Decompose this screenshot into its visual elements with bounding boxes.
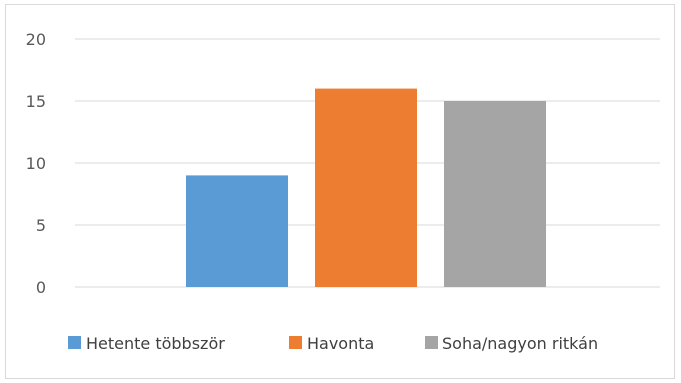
legend-label: Havonta — [307, 334, 374, 353]
legend-label: Soha/nagyon ritkán — [442, 334, 598, 353]
legend-swatch — [425, 336, 438, 349]
y-tick-label: 0 — [36, 278, 46, 297]
legend-label: Hetente többször — [86, 334, 225, 353]
legend-swatch — [289, 336, 302, 349]
legend-swatch — [68, 336, 81, 349]
bars — [186, 88, 546, 287]
legend: Hetente többször Havonta Soha/nagyon ritká… — [68, 334, 598, 353]
y-tick-label: 10 — [26, 154, 46, 173]
y-tick-label: 5 — [36, 216, 46, 235]
y-axis-ticks: 0 5 10 15 20 — [26, 30, 46, 297]
bar — [444, 101, 546, 287]
y-tick-label: 20 — [26, 30, 46, 49]
bar — [315, 88, 417, 287]
y-tick-label: 15 — [26, 92, 46, 111]
bar — [186, 175, 288, 287]
